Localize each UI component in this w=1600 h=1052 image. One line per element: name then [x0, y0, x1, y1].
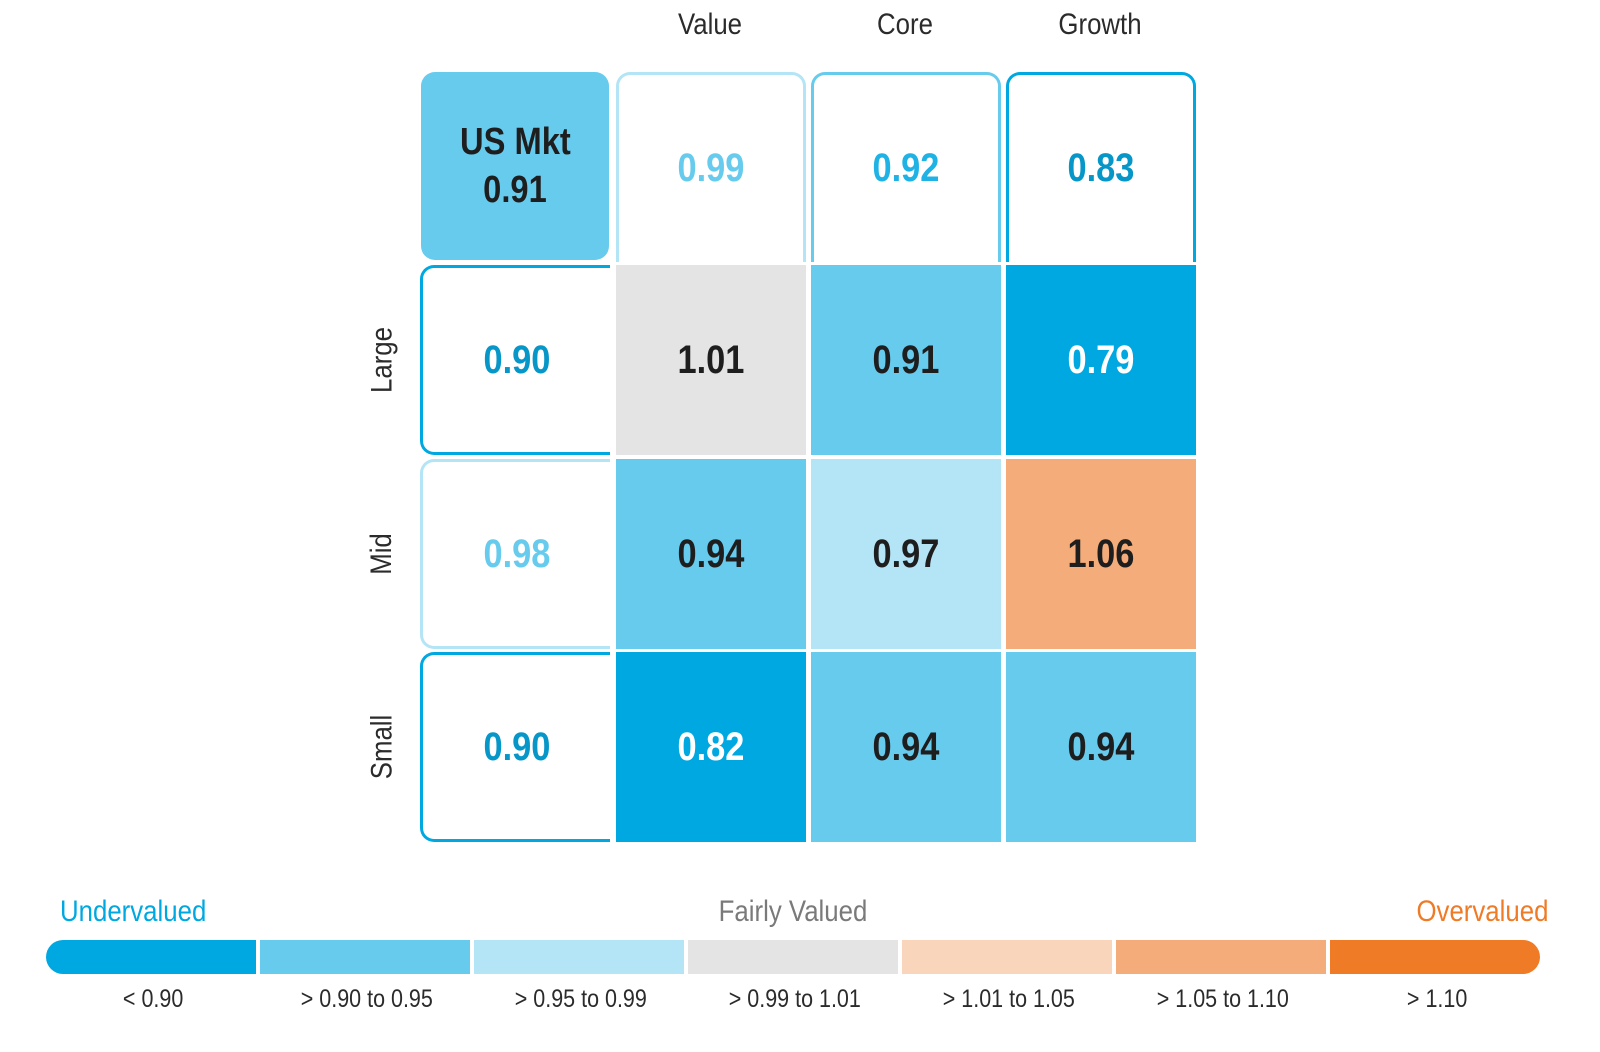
heatmap-value-label: 0.82: [677, 724, 745, 769]
legend-swatch: [474, 940, 684, 974]
heatmap-cell-mid-growth: 1.06: [1006, 459, 1196, 649]
legend-bin-label: > 1.10: [1406, 985, 1468, 1013]
legend-bin-label: > 0.99 to 1.01: [728, 985, 862, 1013]
legend-undervalued: Undervalued: [60, 895, 207, 928]
us-market-box: US Mkt 0.91: [421, 72, 609, 260]
column-total-core: 0.92: [811, 72, 1001, 262]
heatmap-value-label: 0.79: [1067, 337, 1135, 382]
legend-swatch: [1116, 940, 1326, 974]
row-total-small: 0.90: [420, 652, 610, 842]
heatmap-value-label: 1.01: [677, 337, 745, 382]
heatmap-cell-large-growth: 0.79: [1006, 265, 1196, 455]
heatmap-cell-mid-core: 0.97: [811, 459, 1001, 649]
heatmap-value-label: 0.94: [1067, 724, 1135, 769]
row-label-mid: Mid: [365, 533, 398, 575]
heatmap-value-label: 1.06: [1067, 531, 1135, 576]
heatmap-cell-small-core: 0.94: [811, 652, 1001, 842]
heatmap-value-label: 0.94: [872, 724, 940, 769]
legend-bin-label: > 1.01 to 1.05: [942, 985, 1076, 1013]
column-header-core: Core: [877, 8, 933, 41]
us-market-label: US Mkt: [459, 121, 571, 163]
legend-fairly-valued: Fairly Valued: [718, 895, 868, 928]
legend-swatch: [1330, 940, 1540, 974]
column-header-value: Value: [677, 8, 743, 41]
heatmap-cell-large-value: 1.01: [616, 265, 806, 455]
row-label-large: Large: [365, 327, 399, 393]
column-total-value: 0.99: [616, 72, 806, 262]
us-market-value: 0.91: [483, 169, 547, 211]
legend-bin-label: > 0.90 to 0.95: [300, 985, 434, 1013]
legend-bin-label: > 0.95 to 0.99: [514, 985, 648, 1013]
legend-swatch: [902, 940, 1112, 974]
legend-swatch: [260, 940, 470, 974]
legend-overvalued: Overvalued: [1416, 895, 1548, 928]
column-header-growth: Growth: [1058, 8, 1142, 41]
legend-swatch: [46, 940, 256, 974]
heatmap-value-label: 0.94: [677, 531, 745, 576]
heatmap-cell-small-value: 0.82: [616, 652, 806, 842]
row-label-small: Small: [365, 714, 399, 780]
legend-bin-label: < 0.90: [122, 985, 184, 1013]
row-total-mid: 0.98: [420, 459, 610, 649]
column-total-growth: 0.83: [1006, 72, 1196, 262]
legend-swatch: [688, 940, 898, 974]
row-total-large: 0.90: [420, 265, 610, 455]
heatmap-cell-mid-value: 0.94: [616, 459, 806, 649]
heatmap-cell-small-growth: 0.94: [1006, 652, 1196, 842]
heatmap-value-label: 0.97: [872, 531, 940, 576]
heatmap-cell-large-core: 0.91: [811, 265, 1001, 455]
heatmap-value-label: 0.91: [872, 337, 940, 382]
legend-bin-label: > 1.05 to 1.10: [1156, 985, 1290, 1013]
